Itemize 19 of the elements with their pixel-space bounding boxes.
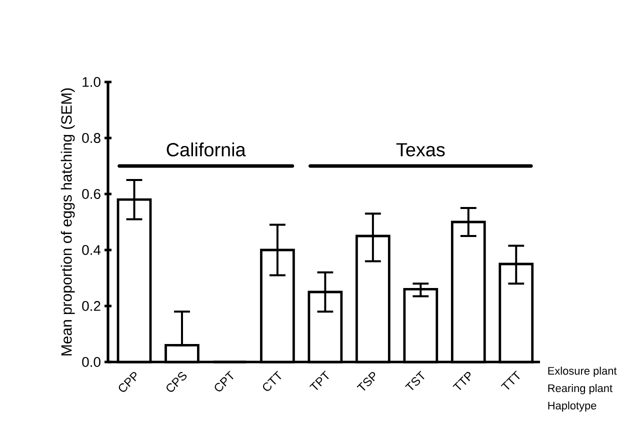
text: Rearing plant — [548, 384, 612, 394]
y-tick-label: 0.8 — [82, 133, 100, 143]
y-tick-label: 0.0 — [82, 357, 100, 367]
y-tick-label: 0.4 — [82, 245, 101, 255]
y-tick-label: 1.0 — [82, 77, 100, 87]
annotation: California — [166, 142, 246, 156]
x-tick-label: CPS — [166, 372, 187, 392]
text: Exlosure plant — [548, 366, 617, 377]
text: Haplotype — [548, 401, 596, 412]
annotation: Texas — [396, 143, 445, 156]
x-tick-label: TTT — [500, 370, 520, 390]
x-tick-label: TST — [404, 370, 424, 390]
y-tick-label: 0.6 — [82, 189, 100, 199]
x-tick-label: TSP — [356, 372, 376, 391]
x-tick-label: CPP — [118, 372, 136, 392]
x-tick-label: TTP — [452, 372, 470, 390]
y-axis-title: Mean proportion of eggs hatching (SEM) — [60, 88, 75, 356]
x-tick-label: TPT — [309, 370, 329, 390]
y-tick-label: 0.2 — [82, 301, 100, 311]
